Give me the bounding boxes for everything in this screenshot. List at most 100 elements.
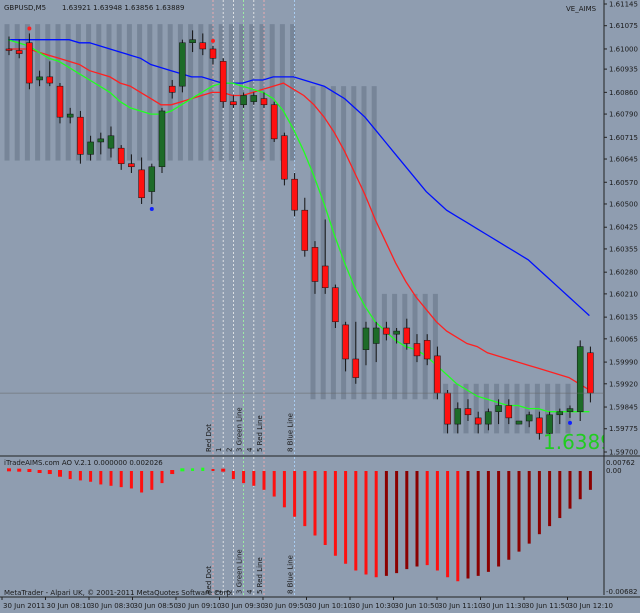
red-signal-dot bbox=[211, 38, 215, 43]
bull-candle bbox=[515, 420, 523, 425]
price-label: 1.60935 bbox=[609, 66, 638, 74]
ao-bar bbox=[27, 469, 32, 472]
current-price-big: 1.6389 bbox=[543, 430, 613, 454]
marker-label: 2 bbox=[225, 590, 233, 594]
shaded-zone-stripe bbox=[279, 24, 285, 161]
bear-candle bbox=[474, 417, 482, 425]
shaded-zone-stripe bbox=[4, 24, 10, 161]
bull-candle bbox=[158, 110, 166, 168]
signal-dots bbox=[27, 26, 572, 425]
price-label: 1.60065 bbox=[609, 335, 638, 343]
time-label: 30 Jun 12:10 bbox=[569, 602, 613, 610]
bull-candle bbox=[148, 166, 156, 192]
blue-signal-dot bbox=[149, 206, 154, 211]
time-label: 30 Jun 11:50 bbox=[525, 602, 569, 610]
price-label: 1.59920 bbox=[609, 380, 638, 388]
shaded-zone-stripe bbox=[330, 86, 336, 400]
shaded-zone-stripe bbox=[432, 293, 438, 400]
bear-candle bbox=[168, 85, 176, 93]
shaded-zone-stripe bbox=[371, 86, 377, 400]
bear-candle bbox=[444, 392, 451, 425]
symbol-info: GBPUSD,M5 bbox=[4, 4, 46, 12]
price-label: 1.60210 bbox=[609, 290, 638, 298]
shaded-zone-stripe bbox=[14, 24, 20, 161]
shaded-zone-stripe bbox=[473, 383, 479, 434]
shaded-zone-stripe bbox=[361, 86, 367, 400]
marker-label: 2 bbox=[225, 448, 233, 452]
marker-label: 4 bbox=[246, 447, 254, 452]
shaded-zone-stripe bbox=[177, 24, 183, 161]
ao-bar bbox=[47, 470, 52, 475]
price-scale-background bbox=[604, 0, 640, 613]
vertical-markers-sub bbox=[212, 457, 296, 596]
ao-bar bbox=[7, 468, 11, 472]
shaded-zone-stripe bbox=[290, 24, 296, 161]
bear-candle bbox=[383, 327, 390, 335]
bear-candle bbox=[117, 147, 125, 164]
time-label: 30 Jun 08:30 bbox=[90, 602, 134, 610]
time-label: 30 Jun 09:50 bbox=[264, 602, 308, 610]
time-label: 30 Jun 08:10 bbox=[47, 602, 91, 610]
time-label: 30 Jun 10:50 bbox=[395, 602, 439, 610]
shaded-zone-stripe bbox=[310, 86, 316, 400]
bull-candle bbox=[495, 405, 502, 412]
time-label: 30 Jun 10:30 bbox=[351, 602, 395, 610]
price-label: 1.59990 bbox=[609, 359, 638, 367]
bull-candle bbox=[566, 408, 574, 412]
marker-label: Red Dot bbox=[205, 424, 213, 452]
bear-candle bbox=[587, 352, 594, 394]
shaded-zone-stripe bbox=[483, 383, 489, 434]
bear-candle bbox=[403, 327, 411, 344]
bear-candle bbox=[423, 340, 431, 360]
shaded-zone-stripe bbox=[65, 24, 71, 161]
shaded-zone-stripe bbox=[341, 86, 347, 400]
bull-candle bbox=[107, 135, 115, 149]
price-label: 1.60860 bbox=[609, 89, 638, 97]
shaded-zone-stripe bbox=[351, 86, 357, 400]
bull-candle bbox=[485, 411, 492, 425]
bull-candle bbox=[189, 39, 196, 44]
ao-bar bbox=[180, 468, 185, 472]
shaded-zone-stripe bbox=[239, 24, 245, 161]
time-label: 30 Jun 2011 bbox=[3, 602, 45, 610]
marker-label: Red Dot bbox=[205, 566, 213, 594]
marker-label: 3 Green Line bbox=[236, 407, 244, 452]
time-axis[interactable]: 30 Jun 2011 30 Jun 08:10 30 Jun 08:30 30 Ju… bbox=[1, 597, 613, 610]
price-scale[interactable]: 1.61145 1.61075 1.61000 1.60935 1.60860 1.607… bbox=[0, 1, 638, 457]
shaded-zone-stripe bbox=[116, 24, 122, 161]
red-signal-dot bbox=[27, 26, 32, 31]
ao-scale-top: 0.00762 bbox=[606, 459, 635, 467]
price-label: 1.60790 bbox=[609, 111, 638, 119]
marker-label: 3 Green Line bbox=[236, 549, 244, 594]
marker-label: 4 bbox=[246, 589, 254, 594]
marker-labels-main: Red Dot 1 2 3 Green Line 4 5 Red Line 8 Blue L… bbox=[205, 407, 295, 452]
time-label: 30 Jun 10:10 bbox=[308, 602, 352, 610]
blue-ma-line bbox=[8, 39, 590, 317]
bull-candle bbox=[66, 113, 74, 118]
bear-candle bbox=[26, 42, 33, 84]
time-label: 30 Jun 11:30 bbox=[482, 602, 526, 610]
ohlc-readout: 1.63921 1.63948 1.63856 1.63889 bbox=[62, 4, 184, 12]
shaded-zone-stripe bbox=[555, 383, 561, 434]
green-ma-line bbox=[7, 39, 590, 413]
bear-candle bbox=[260, 98, 268, 106]
bull-candle bbox=[36, 76, 43, 81]
shaded-zone-stripe bbox=[75, 24, 81, 161]
price-label: 1.60355 bbox=[609, 245, 638, 253]
price-label: 1.61145 bbox=[609, 1, 638, 9]
bull-candle bbox=[393, 330, 400, 335]
shaded-zone-stripe bbox=[86, 24, 92, 161]
price-label: 1.60280 bbox=[609, 269, 638, 277]
bull-candle bbox=[250, 95, 258, 102]
shaded-zone-stripe bbox=[514, 383, 520, 434]
copyright-footer: MetaTrader - Alpari UK, © 2001-2011 Meta… bbox=[4, 589, 233, 597]
bear-candle bbox=[321, 265, 329, 288]
shaded-zone-stripe bbox=[45, 24, 51, 161]
marker-labels-sub: Red Dot 1 2 3 Green Line 4 5 Red Line 8 Blue L… bbox=[205, 549, 295, 594]
price-label: 1.60570 bbox=[609, 179, 638, 187]
bear-candle bbox=[281, 135, 288, 180]
bear-candle bbox=[291, 178, 298, 211]
